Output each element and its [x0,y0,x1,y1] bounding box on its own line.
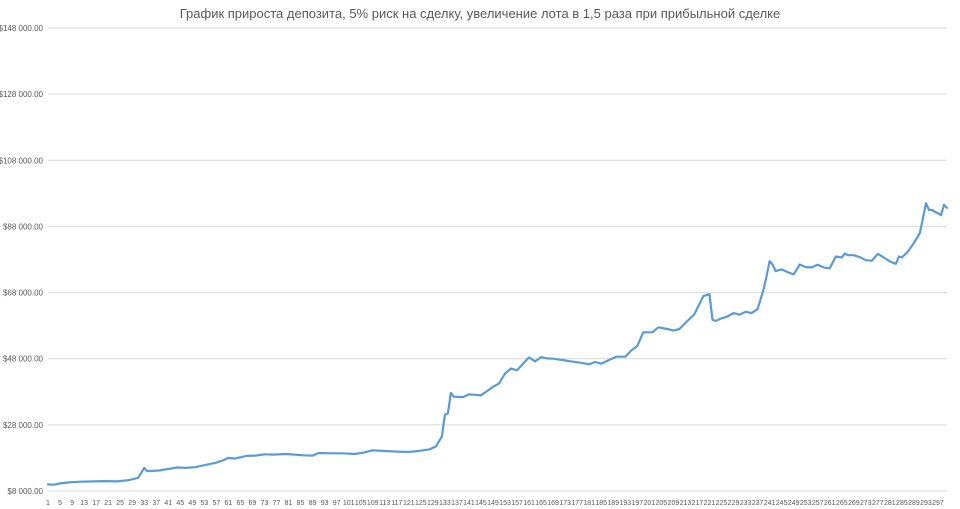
y-tick-label: $48 000.00 [3,355,44,364]
x-tick-label: 77 [273,500,281,507]
x-tick-label: 157 [511,500,523,507]
x-tick-label: 69 [249,500,257,507]
x-tick-label: 145 [475,500,487,507]
x-tick-label: 201 [643,500,655,507]
y-tick-label: $68 000.00 [3,289,44,298]
x-tick-label: 229 [728,500,740,507]
x-tick-label: 261 [824,500,836,507]
x-tick-label: 105 [355,500,367,507]
x-tick-label: 29 [128,500,136,507]
x-tick-label: 5 [58,500,62,507]
x-tick-label: 241 [764,500,776,507]
x-tick-label: 49 [188,500,196,507]
chart-title: График прироста депозита, 5% риск на сде… [179,6,781,21]
x-tick-label: 133 [439,500,451,507]
x-tick-label: 289 [908,500,920,507]
x-tick-label: 185 [595,500,607,507]
x-tick-label: 85 [297,500,305,507]
x-tick-label: 213 [680,500,692,507]
x-tick-label: 93 [321,500,329,507]
x-tick-label: 73 [261,500,269,507]
y-tick-label: $8 000.00 [7,487,43,496]
x-tick-label: 45 [176,500,184,507]
x-tick-label: 61 [225,500,233,507]
x-tick-label: 193 [619,500,631,507]
x-tick-label: 253 [800,500,812,507]
x-tick-label: 257 [812,500,824,507]
x-tick-label: 297 [932,500,944,507]
x-tick-label: 277 [872,500,884,507]
x-tick-label: 197 [631,500,643,507]
x-axis-ticks: 1 5 9 13 17 21 25 29 33 37 41 45 49 53 57 61 65 69 73 77 81 8… [46,500,944,507]
y-tick-label: $28 000.00 [3,421,44,430]
y-tick-label: $128 000.00 [0,90,44,99]
x-tick-label: 21 [104,500,112,507]
x-tick-label: 269 [848,500,860,507]
series-line [46,202,949,486]
x-tick-label: 33 [140,500,148,507]
x-tick-label: 109 [367,500,379,507]
x-tick-label: 237 [752,500,764,507]
x-tick-label: 189 [607,500,619,507]
x-tick-label: 129 [427,500,439,507]
gridlines [48,27,947,492]
x-tick-label: 153 [499,500,511,507]
x-tick-label: 273 [860,500,872,507]
x-tick-label: 65 [237,500,245,507]
x-tick-label: 149 [487,500,499,507]
x-tick-label: 17 [92,500,100,507]
y-tick-label: $88 000.00 [3,222,44,231]
x-tick-label: 53 [200,500,208,507]
y-axis-ticks: $8 000.00 $28 000.00 $48 000.00 $68 000.00 $… [0,24,44,496]
x-tick-label: 9 [70,500,74,507]
x-tick-label: 25 [116,500,124,507]
x-tick-label: 113 [379,500,390,507]
x-tick-label: 89 [309,500,317,507]
x-tick-label: 137 [451,500,463,507]
x-tick-label: 13 [80,500,88,507]
x-tick-label: 41 [164,500,172,507]
x-tick-label: 177 [571,500,583,507]
x-tick-label: 181 [583,500,595,507]
x-tick-label: 225 [716,500,728,507]
x-tick-label: 205 [656,500,668,507]
x-tick-label: 1 [46,500,50,507]
x-tick-label: 121 [403,500,415,507]
x-tick-label: 81 [285,500,293,507]
x-tick-label: 293 [920,500,932,507]
x-tick-label: 161 [523,500,535,507]
x-tick-label: 169 [547,500,559,507]
x-tick-label: 141 [463,500,475,507]
x-tick-label: 97 [333,500,341,507]
x-tick-label: 233 [740,500,752,507]
x-tick-label: 217 [692,500,704,507]
x-tick-label: 281 [884,500,896,507]
x-tick-label: 285 [896,500,908,507]
x-tick-label: 125 [415,500,427,507]
x-tick-label: 265 [836,500,848,507]
x-tick-label: 101 [343,500,355,507]
x-tick-label: 221 [704,500,716,507]
x-tick-label: 173 [559,500,571,507]
x-tick-label: 57 [212,500,220,507]
x-tick-label: 117 [391,500,402,507]
x-tick-label: 209 [668,500,680,507]
x-tick-label: 249 [788,500,800,507]
y-tick-label: $148 000.00 [0,24,44,33]
x-tick-label: 37 [152,500,160,507]
x-tick-label: 165 [535,500,547,507]
y-tick-label: $108 000.00 [0,156,44,165]
x-tick-label: 245 [776,500,788,507]
